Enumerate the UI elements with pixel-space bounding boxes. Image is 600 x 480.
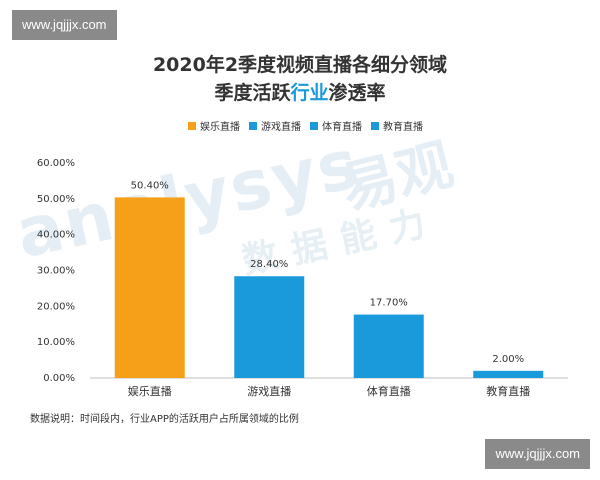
x-tick-label: 娱乐直播 — [128, 384, 172, 398]
legend-item: 体育直播 — [310, 118, 362, 133]
chart-title-line2-accent: 行业 — [290, 82, 329, 104]
y-tick-label: 0.00% — [43, 373, 75, 384]
legend-item: 娱乐直播 — [188, 118, 240, 133]
y-tick-label: 20.00% — [37, 301, 75, 312]
y-tick-label: 10.00% — [37, 337, 75, 348]
legend-swatch — [188, 121, 196, 130]
data-label: 17.70% — [370, 298, 408, 309]
x-tick-label: 教育直播 — [486, 384, 530, 398]
y-tick-label: 60.00% — [37, 158, 75, 169]
bar — [114, 197, 185, 378]
chart-legend: 娱乐直播 游戏直播 体育直播 教育直播 — [188, 118, 423, 133]
watermark-tag-top: www.jqjjjx.com — [12, 10, 117, 40]
legend-swatch — [310, 121, 318, 130]
bar — [473, 370, 544, 378]
y-tick-label: 40.00% — [37, 230, 75, 241]
data-label: 28.40% — [250, 259, 288, 270]
chart-title-line2-post: 渗透率 — [328, 82, 386, 104]
chart-title-line2-pre: 季度活跃 — [214, 82, 291, 104]
data-note: 数据说明：时间段内，行业APP的活跃用户占所属领域的比例 — [30, 414, 299, 425]
y-tick-label: 30.00% — [37, 266, 75, 277]
legend-item: 游戏直播 — [249, 118, 301, 133]
legend-label: 体育直播 — [322, 122, 362, 133]
chart-title-line2: 季度活跃行业渗透率 — [0, 78, 600, 105]
y-tick-label: 50.00% — [37, 194, 75, 205]
legend-label: 游戏直播 — [261, 122, 301, 133]
chart-title-line1: 2020年2季度视频直播各细分领域 — [152, 54, 448, 76]
bar — [234, 276, 305, 378]
legend-item: 教育直播 — [371, 118, 423, 133]
data-label: 50.40% — [131, 180, 169, 191]
legend-label: 娱乐直播 — [200, 122, 240, 133]
legend-swatch — [249, 121, 257, 130]
legend-label: 教育直播 — [383, 122, 423, 133]
watermark-tag-bottom: www.jqjjjx.com — [485, 439, 590, 469]
legend-swatch — [371, 121, 379, 130]
bar — [353, 314, 424, 378]
data-label: 2.00% — [492, 354, 524, 365]
x-tick-label: 游戏直播 — [247, 384, 291, 398]
x-tick-label: 体育直播 — [367, 384, 411, 398]
